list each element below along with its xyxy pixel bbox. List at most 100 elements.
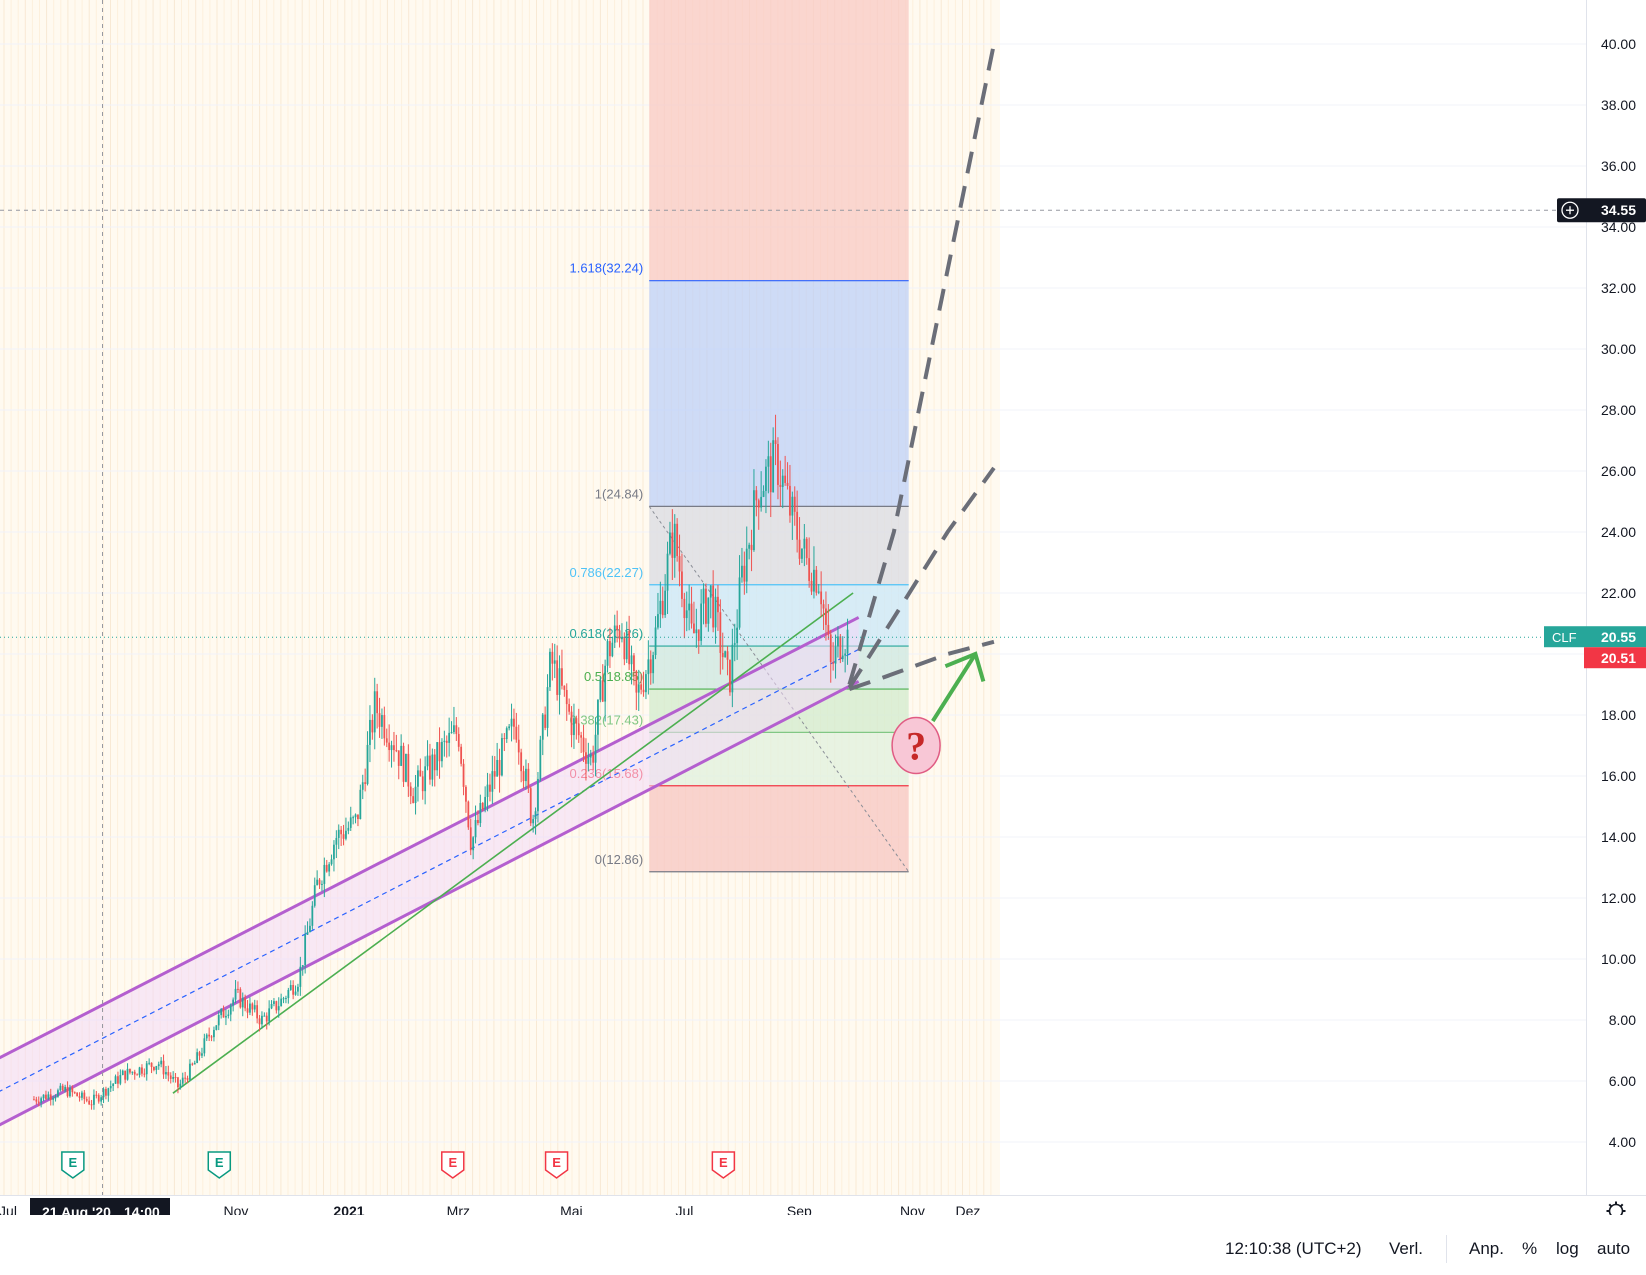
candle-body [606, 641, 609, 666]
candle-body [397, 750, 400, 766]
candle-body [808, 558, 811, 581]
candle-body [801, 548, 803, 559]
candle-body [333, 844, 335, 860]
earnings-marker[interactable] [544, 1151, 569, 1179]
candle-body [601, 680, 604, 702]
candle-body [421, 776, 424, 792]
candle-body [112, 1083, 115, 1087]
candle-body [318, 879, 321, 885]
candle-body [743, 565, 746, 582]
candle-body [592, 754, 595, 763]
candle-body [837, 636, 839, 647]
percent-toggle[interactable]: % [1522, 1239, 1538, 1258]
fib-level-label: 0.382(17.43) [569, 712, 643, 727]
candle-body [37, 1101, 40, 1103]
scenario-path-1[interactable] [847, 43, 996, 686]
scenario-path-2[interactable] [847, 466, 996, 689]
candle-body [841, 655, 844, 660]
question-bubble[interactable] [891, 716, 941, 775]
candle-body [527, 768, 530, 789]
candle-body [88, 1100, 91, 1105]
candle-body [395, 750, 398, 752]
candle-body [537, 778, 539, 812]
candle-body [426, 755, 429, 767]
candle-body [558, 668, 561, 695]
candle-body [678, 556, 681, 572]
candle-body [292, 985, 295, 995]
candle-body [450, 732, 453, 734]
candle-body [517, 739, 520, 753]
candle-body [522, 771, 525, 782]
candle-body [376, 691, 379, 714]
candle-body [633, 655, 635, 672]
candle-body [714, 596, 717, 628]
candle-body [419, 770, 422, 777]
candle-body [765, 466, 767, 491]
candle-body [301, 965, 304, 967]
candle-body [690, 603, 693, 624]
candle-body [35, 1099, 38, 1102]
candle-body [270, 1004, 273, 1009]
status-bar: 12:10:38 (UTC+2) Verl. Anp. % log auto [0, 1215, 1646, 1275]
candle-body [261, 1015, 263, 1025]
candle-body [789, 485, 791, 516]
channel-upper-line[interactable] [0, 616, 860, 1062]
adjust-button[interactable]: Verl. [1389, 1239, 1424, 1258]
y-tick-label: 22.00 [1601, 585, 1636, 601]
log-toggle[interactable]: log [1556, 1239, 1579, 1258]
candle-body [443, 740, 446, 742]
trend-line[interactable] [172, 592, 854, 1094]
candle-body [109, 1086, 112, 1089]
candle-body [462, 763, 465, 787]
y-tick-label: 32.00 [1601, 280, 1636, 296]
earnings-marker[interactable] [711, 1151, 736, 1179]
candle-body [335, 837, 338, 845]
candle-body [66, 1086, 69, 1097]
candle-body [491, 771, 494, 792]
y-tick-label: 8.00 [1609, 1012, 1636, 1028]
earnings-marker[interactable] [441, 1151, 465, 1179]
candle-body [669, 532, 671, 554]
scenario-path-3[interactable] [848, 639, 995, 691]
anp-toggle[interactable]: Anp. [1469, 1239, 1504, 1258]
candle-body [613, 625, 616, 643]
candle-body [205, 1034, 208, 1039]
arrow-up[interactable] [931, 652, 978, 723]
candle-body [217, 1015, 220, 1026]
auto-toggle[interactable]: auto [1597, 1239, 1631, 1258]
candle-body [93, 1094, 95, 1105]
candle-body [203, 1038, 206, 1054]
clock-label: 12:10:38 (UTC+2) [1225, 1239, 1362, 1258]
scenario-projections[interactable]: ? [847, 43, 996, 775]
candle-body [661, 600, 664, 616]
parallel-channel[interactable] [0, 592, 860, 1130]
earnings-marker[interactable] [61, 1151, 85, 1179]
candle-body [748, 544, 751, 549]
candle-body [208, 1034, 211, 1037]
candle-body [49, 1094, 52, 1100]
fib-level-label: 0.5(18.85) [584, 669, 643, 684]
candle-body [553, 660, 556, 664]
y-tick-label: 6.00 [1609, 1073, 1636, 1089]
candle-body [513, 718, 515, 727]
candle-body [85, 1099, 88, 1101]
candle-body [645, 674, 647, 693]
candle-body [621, 637, 623, 640]
candle-body [313, 885, 316, 906]
channel-lower-line[interactable] [0, 680, 860, 1129]
candle-body [59, 1085, 62, 1091]
candle-body [640, 684, 643, 690]
candle-body [846, 629, 849, 654]
candle-body [618, 630, 621, 640]
candle-body [316, 879, 319, 886]
candle-body [589, 754, 592, 758]
candle-body [767, 456, 770, 467]
earnings-marker[interactable] [207, 1151, 232, 1179]
candle-body [361, 782, 364, 790]
y-tick-label: 4.00 [1609, 1134, 1636, 1150]
plus-circle-icon[interactable] [1561, 201, 1579, 219]
candle-body [753, 490, 755, 551]
candle-body [733, 643, 736, 645]
